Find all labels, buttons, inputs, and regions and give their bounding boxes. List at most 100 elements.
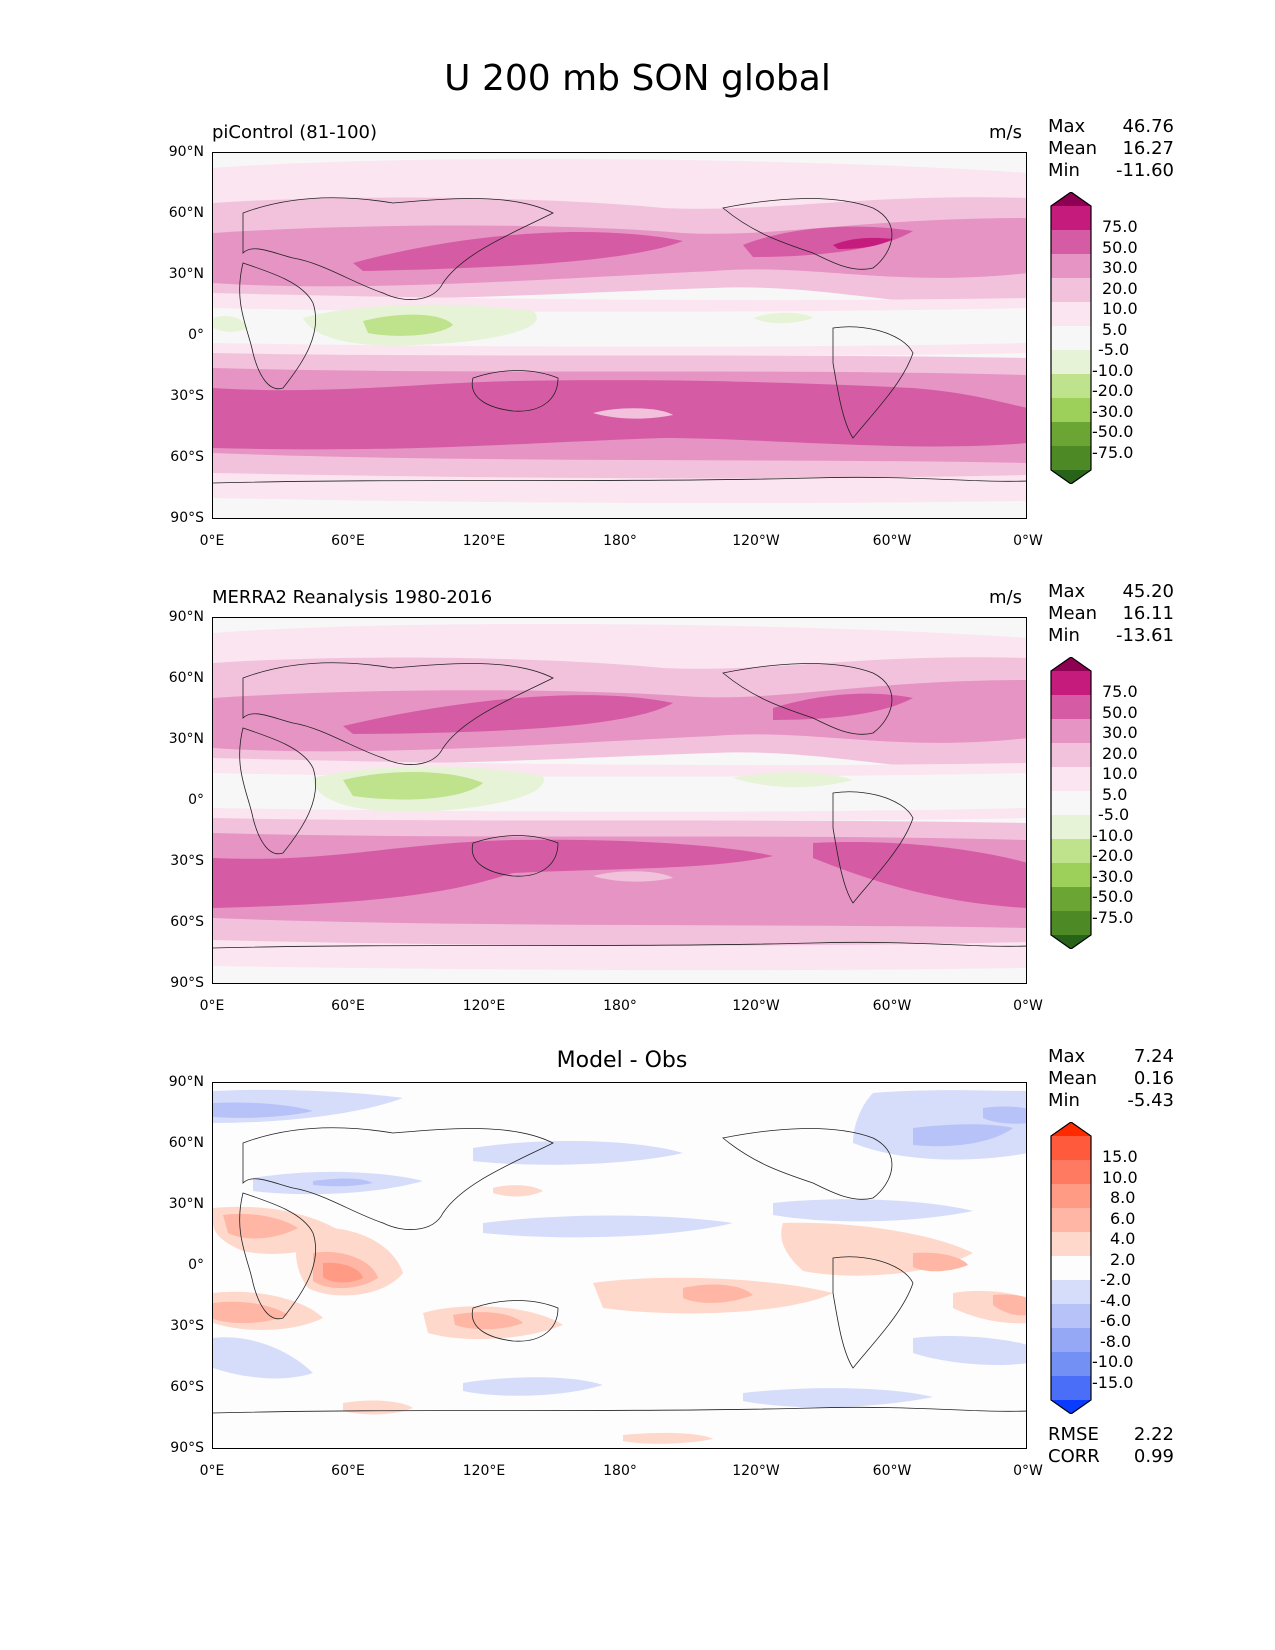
colorbar-bin: [1051, 1280, 1091, 1305]
colorbar-level-label: 20.0: [1102, 279, 1138, 298]
corr-value: 0.99: [1133, 1446, 1174, 1467]
colorbar-bin: [1051, 350, 1091, 375]
colorbar-level-label: 50.0: [1102, 238, 1138, 257]
rmse-label: RMSE: [1048, 1424, 1099, 1445]
x-tick-label: 60°E: [331, 1463, 365, 1479]
colorbar-bin: [1051, 374, 1091, 399]
colorbar-level-label: 6.0: [1110, 1209, 1136, 1228]
mean-value: 16.11: [1122, 603, 1174, 624]
colorbar-level-label: -10.0: [1092, 826, 1134, 845]
x-tick-label: 60°E: [331, 998, 365, 1014]
colorbar-level-label: -20.0: [1092, 846, 1134, 865]
y-tick-label: 0°: [188, 792, 204, 808]
colorbar-level-label: -75.0: [1092, 443, 1134, 462]
stats-box: Max 46.76 Mean 16.27 Min -11.60: [1048, 116, 1174, 182]
min-value: -13.61: [1115, 625, 1174, 646]
colorbar-bin: [1051, 863, 1091, 888]
y-tick-label: 60°N: [168, 205, 204, 221]
colorbar-bin: [1051, 1256, 1091, 1281]
colorbar-level-label: 4.0: [1110, 1229, 1136, 1248]
colorbar-level-label: 15.0: [1102, 1147, 1138, 1166]
colorbar-outline: [1050, 656, 1092, 950]
colorbar-bin: [1051, 470, 1091, 484]
map-difference: [212, 1082, 1027, 1449]
colorbar-bin: [1051, 1352, 1091, 1377]
colorbar-level-label: -6.0: [1100, 1311, 1132, 1330]
y-tick-label: 0°: [188, 327, 204, 343]
stats-box: Max 45.20 Mean 16.11 Min -13.61: [1048, 581, 1174, 647]
x-tick-label: 120°E: [462, 998, 506, 1014]
colorbar-level-label: 30.0: [1102, 258, 1138, 277]
y-tick-label: 90°S: [170, 510, 204, 526]
colorbar-level-label: -2.0: [1100, 1270, 1132, 1289]
y-tick-label: 60°N: [168, 1135, 204, 1151]
colorbar-level-label: -20.0: [1092, 381, 1134, 400]
colorbar-level-label: 10.0: [1102, 764, 1138, 783]
colorbar-bin: [1051, 206, 1091, 231]
max-value: 45.20: [1122, 581, 1174, 602]
units-label: m/s: [989, 122, 1022, 143]
colorbar-difference: [1048, 1121, 1094, 1418]
colorbar-bin: [1051, 719, 1091, 744]
colorbar-level-label: -8.0: [1100, 1332, 1132, 1351]
colorbar-bin: [1051, 254, 1091, 279]
colorbar-swatches: [1050, 191, 1092, 485]
panel-title-picontrol: piControl (81-100): [212, 122, 378, 143]
y-tick-label: 90°S: [170, 975, 204, 991]
colorbar-level-label: -15.0: [1092, 1373, 1134, 1392]
x-tick-label: 60°W: [872, 1463, 912, 1479]
colorbar-bin: [1051, 326, 1091, 351]
colorbar-bin: [1051, 839, 1091, 864]
x-tick-label: 0°E: [199, 1463, 225, 1479]
colorbar-swatches: [1050, 656, 1092, 950]
colorbar-swatches: [1050, 1121, 1092, 1415]
y-tick-label: 90°N: [168, 1074, 204, 1090]
colorbar-bin: [1051, 278, 1091, 303]
y-tick-label: 60°S: [170, 449, 204, 465]
colorbar-merra2: [1048, 656, 1094, 953]
colorbar-level-label: 10.0: [1102, 299, 1138, 318]
mean-label: Mean: [1048, 138, 1098, 159]
x-tick-label: 180°: [603, 533, 637, 549]
colorbar-level-label: 50.0: [1102, 703, 1138, 722]
y-tick-label: 60°N: [168, 670, 204, 686]
max-label: Max: [1048, 1046, 1086, 1067]
colorbar-picontrol: [1048, 191, 1094, 488]
mean-value: 0.16: [1133, 1068, 1174, 1089]
max-value: 46.76: [1122, 116, 1174, 137]
map-merra2-field: [213, 618, 1026, 983]
x-tick-label: 120°E: [462, 533, 506, 549]
corr-label: CORR: [1048, 1446, 1100, 1467]
colorbar-bin: [1051, 935, 1091, 949]
x-tick-label: 180°: [603, 998, 637, 1014]
y-tick-label: 60°S: [170, 1379, 204, 1395]
colorbar-bin: [1051, 1160, 1091, 1185]
colorbar-bin: [1051, 1232, 1091, 1257]
mean-value: 16.27: [1122, 138, 1174, 159]
figure-title: U 200 mb SON global: [444, 58, 831, 99]
colorbar-bin: [1051, 1328, 1091, 1353]
colorbar-level-label: 5.0: [1102, 320, 1128, 339]
colorbar-level-label: 20.0: [1102, 744, 1138, 763]
colorbar-level-label: -5.0: [1098, 805, 1130, 824]
map-picontrol: [212, 152, 1027, 519]
colorbar-bin: [1051, 1376, 1091, 1401]
mean-label: Mean: [1048, 603, 1098, 624]
colorbar-bin: [1051, 1208, 1091, 1233]
colorbar-bin: [1051, 302, 1091, 327]
max-label: Max: [1048, 116, 1086, 137]
map-merra2: [212, 617, 1027, 984]
max-label: Max: [1048, 581, 1086, 602]
x-tick-label: 60°W: [872, 533, 912, 549]
colorbar-bin: [1051, 1136, 1091, 1161]
colorbar-level-label: -75.0: [1092, 908, 1134, 927]
x-tick-label: 0°W: [1013, 533, 1043, 549]
colorbar-bin: [1051, 230, 1091, 255]
colorbar-outline: [1050, 191, 1092, 485]
x-tick-label: 0°W: [1013, 998, 1043, 1014]
y-tick-label: 90°N: [168, 609, 204, 625]
colorbar-level-label: -50.0: [1092, 887, 1134, 906]
stats-box: Max 7.24 Mean 0.16 Min -5.43: [1048, 1046, 1174, 1112]
colorbar-level-label: 75.0: [1102, 217, 1138, 236]
mean-label: Mean: [1048, 1068, 1098, 1089]
